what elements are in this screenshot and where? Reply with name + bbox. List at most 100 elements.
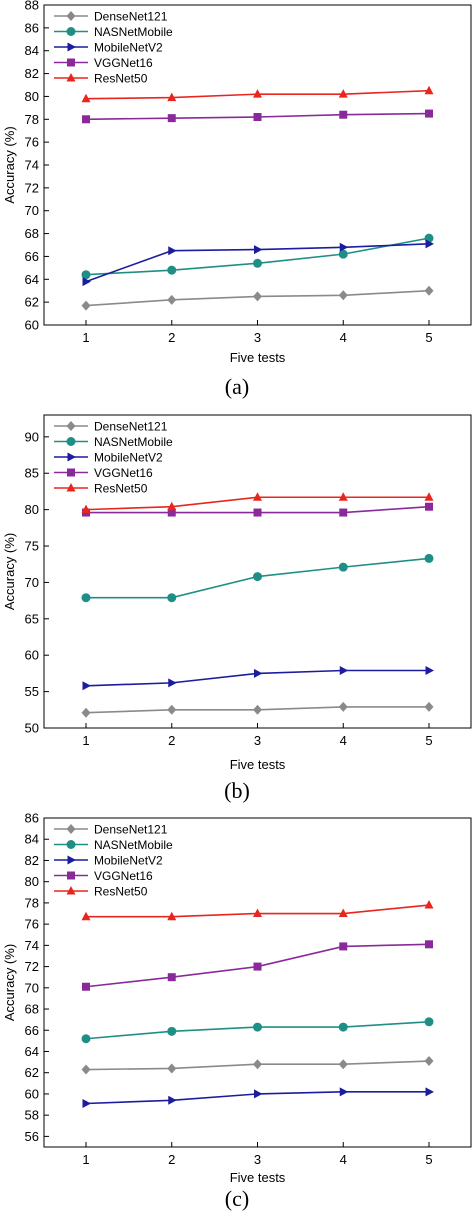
chart-c-legend-marker-mobilenetv2 <box>67 855 76 865</box>
chart-c-ytick-label: 68 <box>25 1002 39 1017</box>
chart-a-point-nasnetmobile <box>167 265 177 275</box>
chart-b-point-densenet121 <box>167 704 177 715</box>
chart-c-point-densenet121 <box>253 1059 262 1070</box>
chart-a-ytick-label: 76 <box>25 135 39 150</box>
chart-a-ytick-label: 82 <box>25 66 39 81</box>
chart-b-ytick-label: 65 <box>25 611 39 626</box>
chart-a-ytick-label: 84 <box>25 43 39 58</box>
chart-c-xtick-label: 2 <box>168 1152 175 1167</box>
chart-b-point-vggnet16 <box>425 502 433 511</box>
chart-b-point-vggnet16 <box>339 508 348 517</box>
chart-c-ytick-label: 64 <box>25 1044 39 1059</box>
chart-a-point-densenet121 <box>338 290 348 301</box>
chart-b-legend-marker-mobilenetv2 <box>67 452 76 462</box>
chart-b-legend-label-mobilenetv2: MobileNetV2 <box>94 451 163 465</box>
chart-c-ytick-label: 74 <box>25 938 39 953</box>
chart-c-legend-marker-densenet121 <box>66 824 76 834</box>
chart-a-point-vggnet16 <box>82 115 90 124</box>
chart-c-point-nasnetmobile <box>338 1022 348 1032</box>
chart-a-ytick-label: 78 <box>25 112 39 127</box>
chart-c-ytick-label: 66 <box>25 1023 39 1038</box>
chart-c-point-mobilenetv2 <box>168 1095 177 1105</box>
chart-c-ytick-label: 86 <box>25 813 39 826</box>
chart-b-point-nasnetmobile <box>338 562 348 572</box>
chart-c-point-vggnet16 <box>339 942 348 951</box>
chart-a-ytick-label: 66 <box>25 249 39 264</box>
chart-b-ytick-label: 60 <box>25 648 39 663</box>
chart-b-xtick-label: 4 <box>340 733 347 748</box>
chart-b-svg: 50 55 60 65 70 75 80 85 90 1 2 3 4 5 Five tests Accurac… <box>2 414 472 803</box>
chart-a-legend-marker-vggnet16 <box>67 58 75 67</box>
chart-b-ytick-label: 75 <box>25 539 39 554</box>
chart-b-legend-marker-vggnet16 <box>67 468 75 477</box>
chart-c-ytick-label: 78 <box>25 895 39 910</box>
chart-a-ytick-label: 86 <box>25 20 39 35</box>
chart-a-legend-marker-mobilenetv2 <box>67 42 76 52</box>
chart-a-ytick-label: 64 <box>25 272 39 287</box>
chart-c-point-mobilenetv2 <box>254 1089 263 1099</box>
chart-panel-b: 50 55 60 65 70 75 80 85 90 1 2 3 4 5 Five tests Accurac… <box>0 405 474 813</box>
chart-c-point-densenet121 <box>338 1059 348 1070</box>
chart-a-ytick-label: 70 <box>25 203 39 218</box>
chart-b-point-densenet121 <box>424 701 434 712</box>
chart-c-ytick-label: 82 <box>25 853 39 868</box>
chart-b-point-densenet121 <box>81 707 91 718</box>
chart-b-point-resnet50 <box>253 492 262 501</box>
chart-a-ytick-label: 72 <box>25 180 39 195</box>
chart-a-point-mobilenetv2 <box>82 277 91 287</box>
chart-a-point-densenet121 <box>424 285 434 296</box>
chart-b-point-mobilenetv2 <box>168 678 177 688</box>
chart-panel-a: 60 62 64 66 68 70 72 74 76 78 80 82 84 86 88 1 2 3 4 5 Five … <box>0 0 474 405</box>
chart-a-point-mobilenetv2 <box>254 245 263 255</box>
chart-b-point-vggnet16 <box>253 508 262 517</box>
chart-b-point-densenet121 <box>338 701 348 712</box>
chart-a-ytick-label: 80 <box>25 89 39 104</box>
chart-a-ytick-label: 60 <box>25 318 39 333</box>
chart-b-legend-marker-resnet50 <box>66 483 76 492</box>
chart-c-point-mobilenetv2 <box>425 1087 434 1097</box>
chart-c-ytick-label: 84 <box>25 832 39 847</box>
chart-c-legend-label-mobilenetv2: MobileNetV2 <box>94 854 163 868</box>
chart-c-ytick-label: 56 <box>25 1129 39 1144</box>
chart-c-point-mobilenetv2 <box>82 1098 91 1108</box>
chart-c-legend-label-vggnet16: VGGNet16 <box>94 869 153 883</box>
chart-b-xtick-label: 1 <box>82 733 89 748</box>
chart-b-ytick-label: 70 <box>25 575 39 590</box>
chart-b-point-mobilenetv2 <box>82 681 91 691</box>
chart-b-ytick-label: 55 <box>25 684 39 699</box>
chart-c-svg: 56 58 60 62 64 66 68 70 72 74 76 78 80 82 84 86 1 2 3 4 5 Fiv… <box>2 813 472 1211</box>
chart-c-caption: (c) <box>225 1186 249 1211</box>
chart-b-ytick-label: 85 <box>25 466 39 481</box>
chart-c-point-vggnet16 <box>253 962 262 971</box>
chart-c-xtick-label: 4 <box>340 1152 347 1167</box>
chart-b-point-nasnetmobile <box>167 593 177 603</box>
chart-b-point-nasnetmobile <box>253 572 262 582</box>
chart-b-point-densenet121 <box>253 704 262 715</box>
chart-c-legend-marker-vggnet16 <box>67 871 75 880</box>
chart-a-point-vggnet16 <box>253 113 262 121</box>
chart-a-xtick-label: 4 <box>340 330 347 345</box>
chart-b-yaxis-label: Accuracy (%) <box>2 533 17 610</box>
chart-a-xtick-label: 3 <box>254 330 261 345</box>
chart-b-xtick-label: 2 <box>168 733 175 748</box>
chart-c-point-resnet50 <box>253 908 262 918</box>
chart-c-xtick-label: 5 <box>425 1152 432 1167</box>
chart-a-ytick-label: 62 <box>25 295 39 310</box>
chart-a-yaxis-label: Accuracy (%) <box>2 126 17 203</box>
chart-c-point-resnet50 <box>338 908 348 918</box>
chart-c-xtick-label: 3 <box>254 1152 261 1167</box>
chart-c-point-vggnet16 <box>82 982 90 991</box>
chart-c-point-resnet50 <box>424 900 434 909</box>
chart-c-legend-label-densenet121: DenseNet121 <box>94 823 168 837</box>
chart-c-point-nasnetmobile <box>253 1022 262 1032</box>
chart-a-point-resnet50 <box>253 89 262 98</box>
chart-a-svg: 60 62 64 66 68 70 72 74 76 78 80 82 84 86 88 1 2 3 4 5 Five … <box>2 0 472 399</box>
chart-c-point-densenet121 <box>81 1064 91 1075</box>
chart-c-ytick-label: 72 <box>25 959 39 974</box>
chart-a-xtick-label: 1 <box>82 330 89 345</box>
chart-a-point-resnet50 <box>338 89 348 98</box>
chart-a-point-densenet121 <box>81 300 91 311</box>
chart-c-point-nasnetmobile <box>167 1026 177 1036</box>
chart-c-point-vggnet16 <box>425 940 433 949</box>
chart-b-xtick-label: 5 <box>425 733 432 748</box>
